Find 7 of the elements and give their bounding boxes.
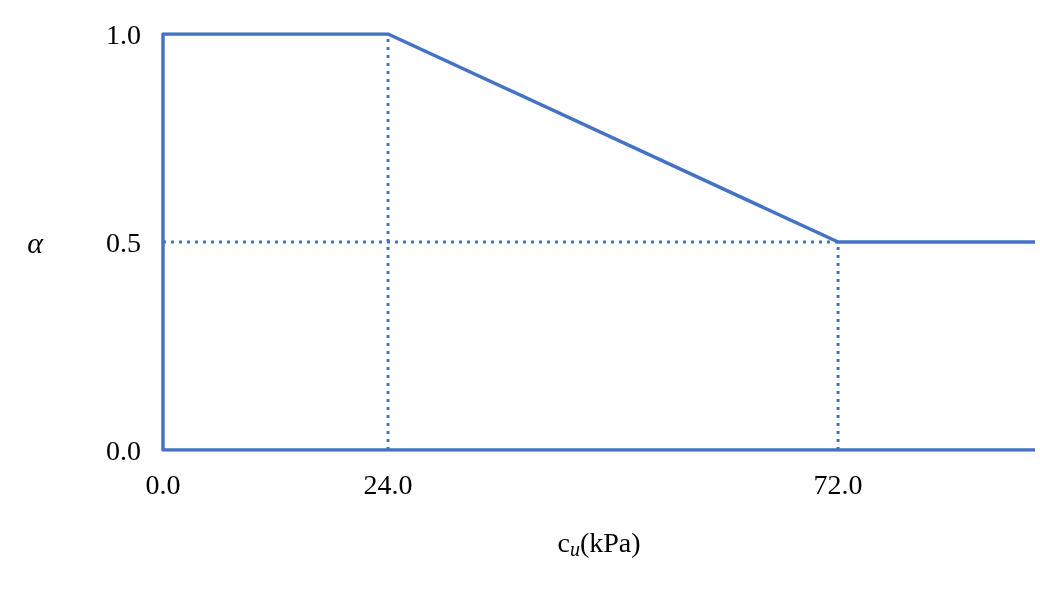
x-tick-label: 0.0 <box>145 468 181 500</box>
x-tick-label: 72.0 <box>813 468 863 500</box>
y-axis-title: α <box>27 225 45 259</box>
y-tick-label: 1.0 <box>106 18 141 50</box>
x-tick-label: 24.0 <box>363 468 413 500</box>
y-tick-label: 0.0 <box>106 434 141 466</box>
y-tick-label: 0.5 <box>106 226 141 258</box>
